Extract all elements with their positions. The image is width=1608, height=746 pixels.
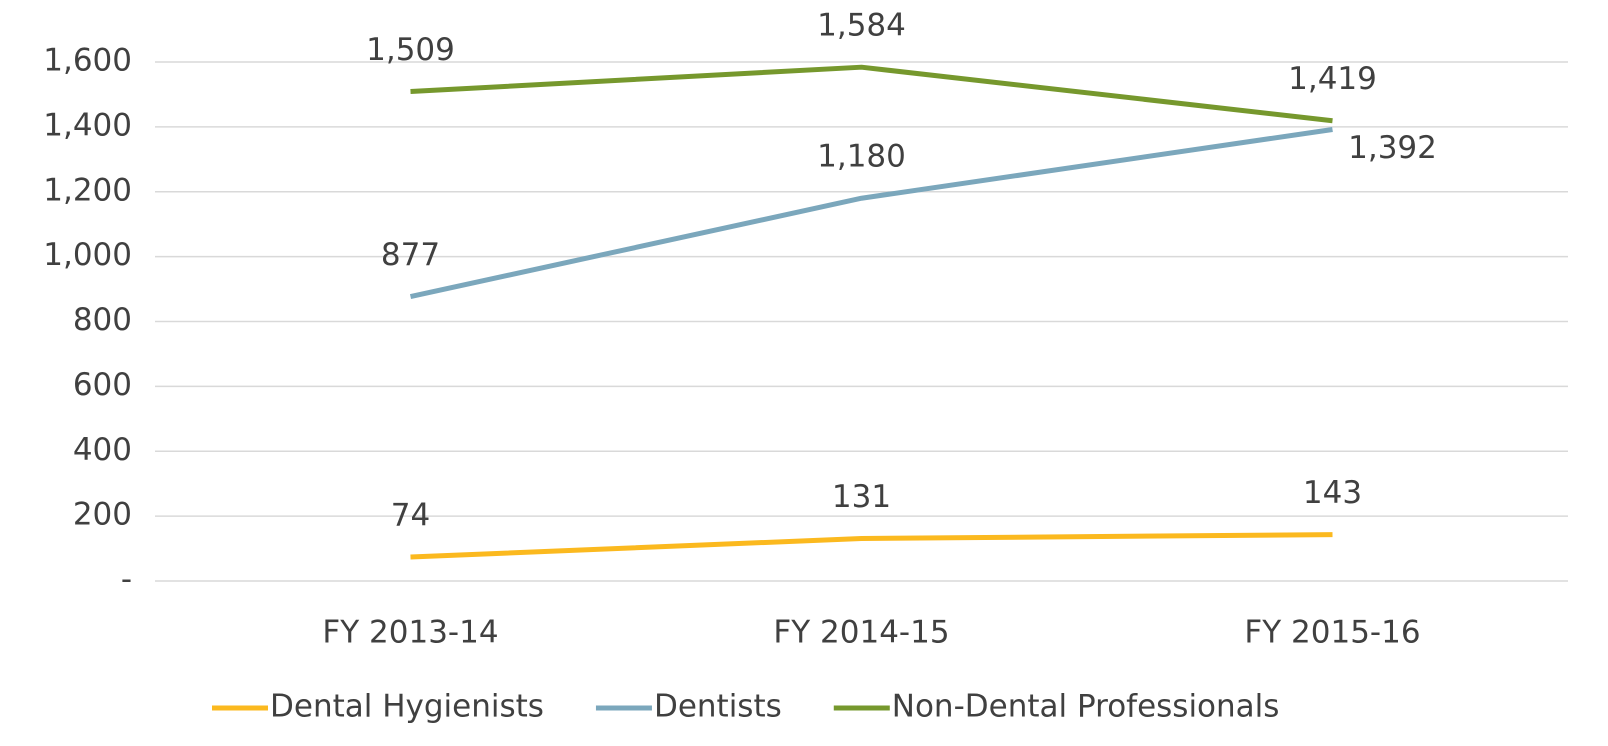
y-tick-label: 1,200 bbox=[43, 172, 132, 208]
x-tick-label: FY 2013-14 bbox=[322, 615, 498, 651]
data-label: 1,180 bbox=[817, 139, 906, 175]
y-tick-label: 1,600 bbox=[43, 43, 132, 79]
data-label: 1,509 bbox=[366, 32, 455, 68]
data-label: 1,392 bbox=[1348, 130, 1437, 166]
data-label: 143 bbox=[1303, 475, 1362, 511]
line bbox=[410, 64, 1333, 124]
y-tick-label: 1,000 bbox=[43, 237, 132, 273]
x-tick-label: FY 2015-16 bbox=[1244, 615, 1420, 651]
line bbox=[410, 532, 1333, 560]
data-label: 131 bbox=[832, 479, 891, 515]
y-tick-label: 1,400 bbox=[43, 107, 132, 143]
y-tick-label: 800 bbox=[73, 302, 132, 338]
legend-label: Dentists bbox=[654, 689, 782, 725]
y-tick-label: 400 bbox=[73, 432, 132, 468]
data-label: 1,584 bbox=[817, 8, 906, 44]
data-label: 1,419 bbox=[1288, 61, 1377, 97]
x-tick-label: FY 2014-15 bbox=[773, 615, 949, 651]
line bbox=[409, 126, 1333, 299]
y-tick-label: 200 bbox=[73, 497, 132, 533]
data-label: 74 bbox=[391, 497, 430, 533]
y-tick-label: - bbox=[121, 562, 132, 598]
data-label: 877 bbox=[381, 237, 440, 273]
legend-label: Dental Hygienists bbox=[270, 689, 544, 725]
legend-label: Non-Dental Professionals bbox=[892, 689, 1280, 725]
y-tick-label: 600 bbox=[73, 367, 132, 403]
